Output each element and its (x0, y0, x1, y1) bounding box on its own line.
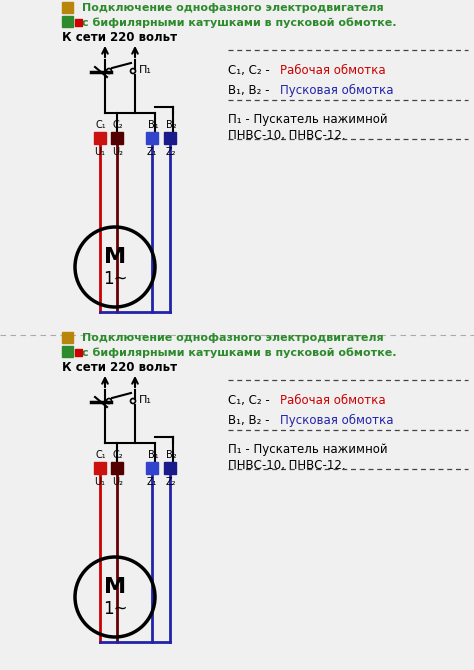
Text: ПНВС-10, ПНВС-12.: ПНВС-10, ПНВС-12. (228, 459, 346, 472)
Text: П₁: П₁ (139, 395, 152, 405)
Bar (146, 462, 158, 474)
Text: Пусковая обмотка: Пусковая обмотка (280, 84, 393, 97)
Bar (62, 332, 73, 343)
Text: П₁ - Пускатель нажимной: П₁ - Пускатель нажимной (228, 113, 388, 126)
Text: U₂: U₂ (112, 147, 123, 157)
Bar (75, 19, 82, 26)
Text: с бифилярными катушками в пусковой обмотке.: с бифилярными катушками в пусковой обмот… (82, 17, 396, 27)
Text: Z₁: Z₁ (147, 477, 157, 487)
Text: В₁: В₁ (148, 450, 158, 460)
Text: 1~: 1~ (103, 600, 128, 618)
Text: С₂: С₂ (113, 450, 123, 460)
Text: В₂: В₂ (166, 120, 176, 130)
Text: В₁, В₂ -: В₁, В₂ - (228, 84, 273, 97)
Bar (62, 16, 73, 27)
Bar (164, 462, 176, 474)
Text: В₁: В₁ (148, 120, 158, 130)
Text: К сети 220 вольт: К сети 220 вольт (62, 361, 177, 374)
Text: с бифилярными катушками в пусковой обмотке.: с бифилярными катушками в пусковой обмот… (82, 347, 396, 358)
Text: П₁ - Пускатель нажимной: П₁ - Пускатель нажимной (228, 443, 388, 456)
Text: U₁: U₁ (94, 147, 105, 157)
Text: Рабочая обмотка: Рабочая обмотка (280, 394, 386, 407)
Text: С₂: С₂ (113, 120, 123, 130)
Text: К сети 220 вольт: К сети 220 вольт (62, 31, 177, 44)
Bar (111, 132, 123, 144)
Text: M: M (104, 247, 126, 267)
Text: Подключение однофазного электродвигателя: Подключение однофазного электродвигателя (82, 333, 383, 343)
Text: ПНВС-10, ПНВС-12.: ПНВС-10, ПНВС-12. (228, 129, 346, 142)
Bar (164, 132, 176, 144)
Text: С₁: С₁ (96, 120, 106, 130)
Bar (75, 349, 82, 356)
Text: Подключение однофазного электродвигателя: Подключение однофазного электродвигателя (82, 3, 383, 13)
Text: Z₁: Z₁ (147, 147, 157, 157)
Bar (111, 462, 123, 474)
Text: M: M (104, 577, 126, 597)
Text: U₁: U₁ (94, 477, 105, 487)
Text: С₁: С₁ (96, 450, 106, 460)
Text: Пусковая обмотка: Пусковая обмотка (280, 414, 393, 427)
Text: Z₂: Z₂ (166, 477, 176, 487)
Text: С₁, С₂ -: С₁, С₂ - (228, 64, 273, 77)
Text: U₂: U₂ (112, 477, 123, 487)
Text: 1~: 1~ (103, 270, 128, 288)
Bar (62, 346, 73, 357)
Text: Z₂: Z₂ (166, 147, 176, 157)
Text: В₂: В₂ (166, 450, 176, 460)
Bar (94, 132, 106, 144)
Bar (94, 462, 106, 474)
Bar (62, 2, 73, 13)
Bar (146, 132, 158, 144)
Text: П₁: П₁ (139, 65, 152, 75)
Text: В₁, В₂ -: В₁, В₂ - (228, 414, 273, 427)
Text: Рабочая обмотка: Рабочая обмотка (280, 64, 386, 77)
Text: С₁, С₂ -: С₁, С₂ - (228, 394, 273, 407)
